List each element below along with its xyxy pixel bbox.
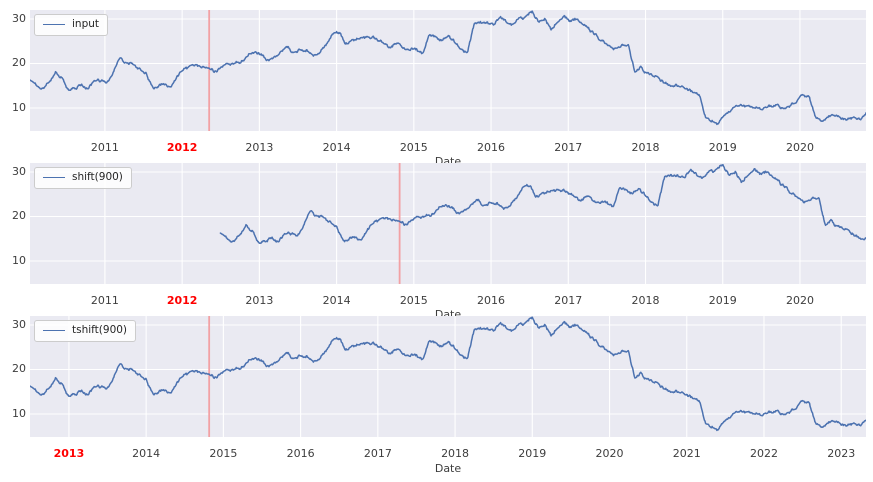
x-tick-label-2011: 2011 <box>90 141 119 154</box>
x-tick-label-2014: 2014 <box>132 447 161 460</box>
y-tick-label-30: 30 <box>12 317 26 331</box>
legend-line-swatch <box>43 329 65 331</box>
x-tick-label-2019: 2019 <box>708 294 737 307</box>
legend-input: input <box>34 14 109 36</box>
y-tick-label-20: 20 <box>12 209 26 223</box>
legend-line-swatch <box>43 176 65 178</box>
x-tick-label-2017: 2017 <box>554 294 583 307</box>
legend-label-shift: shift(900) <box>72 171 123 183</box>
xlabel-date: Date <box>434 462 462 475</box>
x-tick-label-2019: 2019 <box>518 447 547 460</box>
x-tick-label-2014: 2014 <box>322 141 351 154</box>
x-tick-label-2017: 2017 <box>363 447 392 460</box>
x-tick-label-2012: 2012 <box>166 294 198 307</box>
y-tick-label-10: 10 <box>12 406 26 420</box>
x-tick-label-2012: 2012 <box>166 141 198 154</box>
xlabel-date-clipped-2: Date <box>434 308 462 316</box>
x-tick-label-2021: 2021 <box>672 447 701 460</box>
legend-tshift: tshift(900) <box>34 320 137 342</box>
axes-background <box>30 163 866 284</box>
x-tick-label-2018: 2018 <box>441 447 470 460</box>
tshift(900)-series-line <box>30 316 866 432</box>
x-tick-label-2016: 2016 <box>477 294 506 307</box>
plot-area-shift <box>30 163 866 284</box>
subplot-shift: shift(900) Date 2011 2012 2013 2014 2015 2016… <box>12 163 866 316</box>
x-tick-label-2018: 2018 <box>631 294 660 307</box>
x-tick-label-2013: 2013 <box>245 141 274 154</box>
x-tick-label-2020: 2020 <box>785 141 814 154</box>
y-tick-label-30: 30 <box>12 164 26 178</box>
y-tick-label-20: 20 <box>12 362 26 376</box>
plot-area-input <box>30 10 866 131</box>
x-tick-label-2022: 2022 <box>749 447 778 460</box>
shift(900)-series-line <box>219 163 866 245</box>
y-tick-label-10: 10 <box>12 253 26 267</box>
x-tick-label-2020: 2020 <box>595 447 624 460</box>
x-tick-label-2015: 2015 <box>399 141 428 154</box>
plot-area-tshift <box>30 316 866 437</box>
legend-line-swatch <box>43 23 65 25</box>
legend-label-input: input <box>72 18 100 30</box>
x-tick-label-2017: 2017 <box>554 141 583 154</box>
y-tick-label-30: 30 <box>12 11 26 25</box>
x-tick-label-2011: 2011 <box>90 294 119 307</box>
x-tick-label-2023: 2023 <box>827 447 856 460</box>
x-tick-label-2019: 2019 <box>708 141 737 154</box>
x-tick-label-2013: 2013 <box>53 447 85 460</box>
axes-background <box>30 10 866 131</box>
subplot-input: input Date 2011 2012 2013 2014 2015 2016 2017 2… <box>12 10 866 163</box>
x-tick-label-2016: 2016 <box>286 447 315 460</box>
x-tick-label-2020: 2020 <box>785 294 814 307</box>
x-tick-label-2014: 2014 <box>322 294 351 307</box>
xlabel-date-clipped-1: Date <box>434 155 462 163</box>
x-tick-label-2018: 2018 <box>631 141 660 154</box>
input-series-line <box>30 10 866 126</box>
x-tick-label-2016: 2016 <box>477 141 506 154</box>
legend-shift: shift(900) <box>34 167 132 189</box>
legend-label-tshift: tshift(900) <box>72 324 128 336</box>
x-tick-label-2015: 2015 <box>209 447 238 460</box>
y-tick-label-20: 20 <box>12 56 26 70</box>
y-tick-label-10: 10 <box>12 100 26 114</box>
x-tick-label-2013: 2013 <box>245 294 274 307</box>
subplot-tshift: tshift(900) Date 2013 2014 2015 2016 2017 201… <box>12 316 866 475</box>
x-tick-label-2015: 2015 <box>399 294 428 307</box>
axes-background <box>30 316 866 437</box>
